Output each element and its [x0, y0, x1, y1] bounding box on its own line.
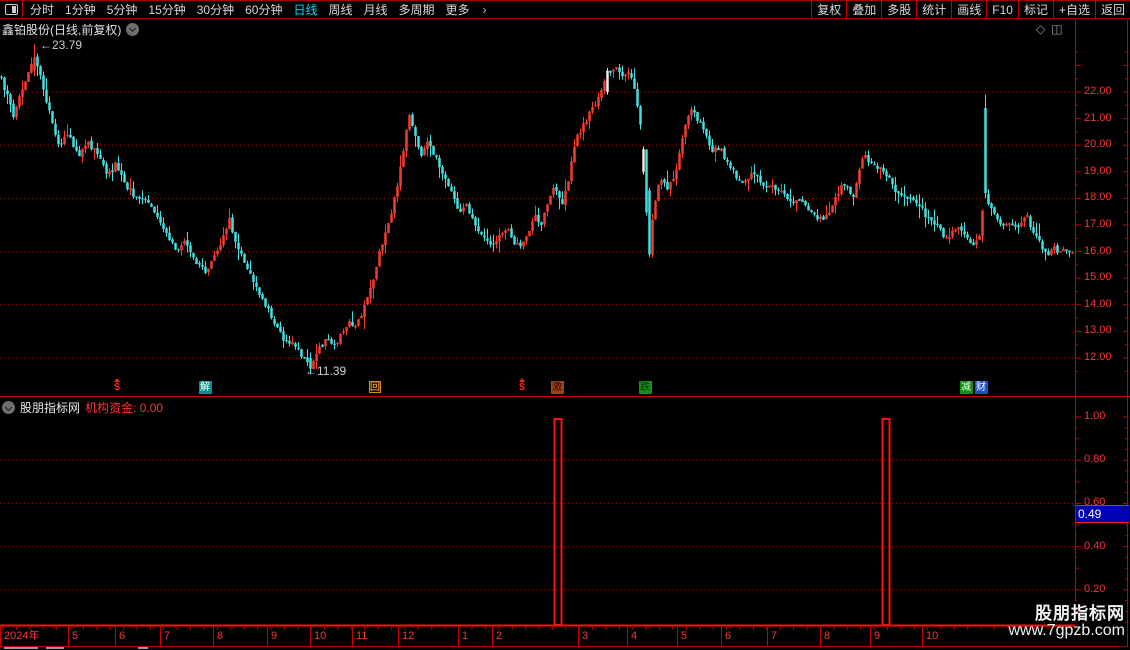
indicator-axis-label: 0.80	[1084, 453, 1106, 466]
more-arrow-icon[interactable]: ›	[482, 2, 487, 17]
month-label: 9	[874, 630, 881, 642]
price-axis-label: 15.00	[1084, 271, 1112, 284]
title-bar: 鑫铂股份(日线,前复权)	[2, 21, 140, 37]
period-tab-3[interactable]: 5分钟	[106, 3, 138, 17]
period-tab-9[interactable]: 月线	[363, 3, 388, 17]
window-icon[interactable]: ◫	[1051, 22, 1069, 36]
dollar-up-marker[interactable]: $	[516, 378, 528, 395]
price-axis-label: 17.00	[1084, 218, 1112, 230]
month-label: 12	[402, 630, 415, 642]
period-tabs: 分时 1分钟 5分钟 15分钟 30分钟 60分钟 日线 周线 月线 多周期 更多 ›	[23, 1, 487, 18]
year-label: 2024年	[4, 630, 40, 642]
watermark-title: 股朋指标网	[1035, 604, 1125, 623]
price-axis-label: 21.00	[1084, 111, 1112, 124]
month-label: 10	[926, 630, 939, 642]
action-button-8[interactable]: +自选	[1052, 0, 1095, 19]
price-annotation: ←11.39	[305, 364, 347, 378]
month-label: 11	[356, 630, 368, 642]
event-marker[interactable]: 减	[959, 381, 973, 394]
panel-corner-icons[interactable]: ◇◫	[1036, 22, 1069, 36]
action-button-1[interactable]: 复权	[811, 0, 846, 19]
period-tab-7[interactable]: 日线	[293, 3, 318, 17]
price-annotation: ←23.79	[40, 38, 83, 52]
month-label: 6	[725, 630, 732, 642]
indicator-name: 机构资金:	[85, 401, 137, 415]
dollar-glyph: $	[114, 382, 120, 393]
action-button-6[interactable]: F10	[986, 0, 1018, 19]
indicator-source-label: 股朋指标网	[20, 401, 81, 415]
period-tab-5[interactable]: 30分钟	[196, 3, 235, 17]
month-label: 7	[771, 630, 778, 642]
chevron-down-icon[interactable]	[2, 401, 15, 414]
period-tab-6[interactable]: 60分钟	[245, 3, 283, 17]
diamond-icon[interactable]: ◇	[1036, 22, 1052, 36]
indicator-spike	[881, 418, 891, 626]
month-label: 6	[119, 630, 126, 642]
indicator-axis-label: 0.40	[1084, 539, 1106, 552]
indicator-header: 股朋指标网 机构资金: 0.00	[2, 399, 163, 416]
month-label: 5	[681, 630, 688, 642]
action-button-7[interactable]: 标记	[1017, 0, 1053, 19]
period-tab-11[interactable]: 更多	[445, 3, 470, 17]
watermark-url: www.7gpzb.com	[1008, 622, 1126, 639]
action-button-4[interactable]: 统计	[916, 0, 951, 19]
price-axis-label: 14.00	[1084, 297, 1112, 310]
clipped-status-row	[0, 647, 1130, 650]
month-label: 4	[631, 630, 638, 642]
indicator-axis-label: 0.20	[1084, 582, 1106, 595]
up-arrow-icon	[114, 378, 120, 382]
toolbar-actions: 复权 叠加 多股 统计 画线 F10 标记 +自选 返回	[811, 0, 1130, 19]
event-marker[interactable]: 激	[550, 381, 564, 394]
price-axis-label: 12.00	[1084, 351, 1112, 363]
price-axis-label: 20.00	[1084, 138, 1112, 151]
action-button-2[interactable]: 叠加	[846, 0, 881, 19]
price-axis-label: 13.00	[1084, 324, 1112, 337]
price-axis-label: 18.00	[1084, 191, 1112, 204]
layout-split-icon[interactable]	[0, 1, 23, 18]
event-marker[interactable]: 跌	[638, 381, 652, 394]
toolbar: 分时 1分钟 5分钟 15分钟 30分钟 60分钟 日线 周线 月线 多周期 更多 › 复权 叠加 多股统…	[0, 0, 1130, 19]
chart-title: 鑫铂股份(日线,前复权)	[2, 22, 122, 37]
event-marker[interactable]: 回	[369, 381, 381, 393]
month-label: 10	[314, 630, 327, 642]
period-tab-2[interactable]: 1分钟	[65, 3, 96, 17]
indicator-spike	[553, 418, 563, 626]
indicator-axis-label: 1.00	[1084, 410, 1106, 422]
indicator-value: 0.00	[139, 401, 164, 415]
period-tab-4[interactable]: 15分钟	[148, 3, 186, 17]
month-label: 3	[582, 630, 589, 642]
price-axis-label: 22.00	[1084, 85, 1112, 97]
period-tab-8[interactable]: 周线	[328, 3, 353, 17]
up-arrow-icon	[519, 378, 525, 382]
chevron-down-icon[interactable]	[126, 22, 140, 36]
dollar-glyph: $	[519, 382, 525, 393]
event-marker[interactable]: 财	[974, 381, 988, 394]
month-label: 5	[72, 630, 79, 642]
month-label: 2	[496, 630, 503, 642]
month-label: 8	[217, 630, 224, 642]
action-button-9[interactable]: 返回	[1094, 0, 1130, 19]
event-marker[interactable]: 解	[198, 381, 212, 394]
action-button-5[interactable]: 画线	[951, 0, 986, 19]
month-label: 7	[164, 630, 171, 642]
current-value-badge: 0.49	[1076, 505, 1129, 523]
dollar-up-marker[interactable]: $	[111, 378, 123, 395]
period-tab-10[interactable]: 多周期	[398, 3, 435, 17]
price-axis-label: 16.00	[1084, 244, 1112, 257]
price-axis-label: 19.00	[1084, 164, 1112, 177]
period-tab-1[interactable]: 分时	[30, 3, 55, 17]
month-label: 9	[271, 630, 278, 642]
month-label: 8	[824, 630, 831, 642]
month-label: 1	[462, 630, 469, 642]
action-button-3[interactable]: 多股	[881, 0, 916, 19]
